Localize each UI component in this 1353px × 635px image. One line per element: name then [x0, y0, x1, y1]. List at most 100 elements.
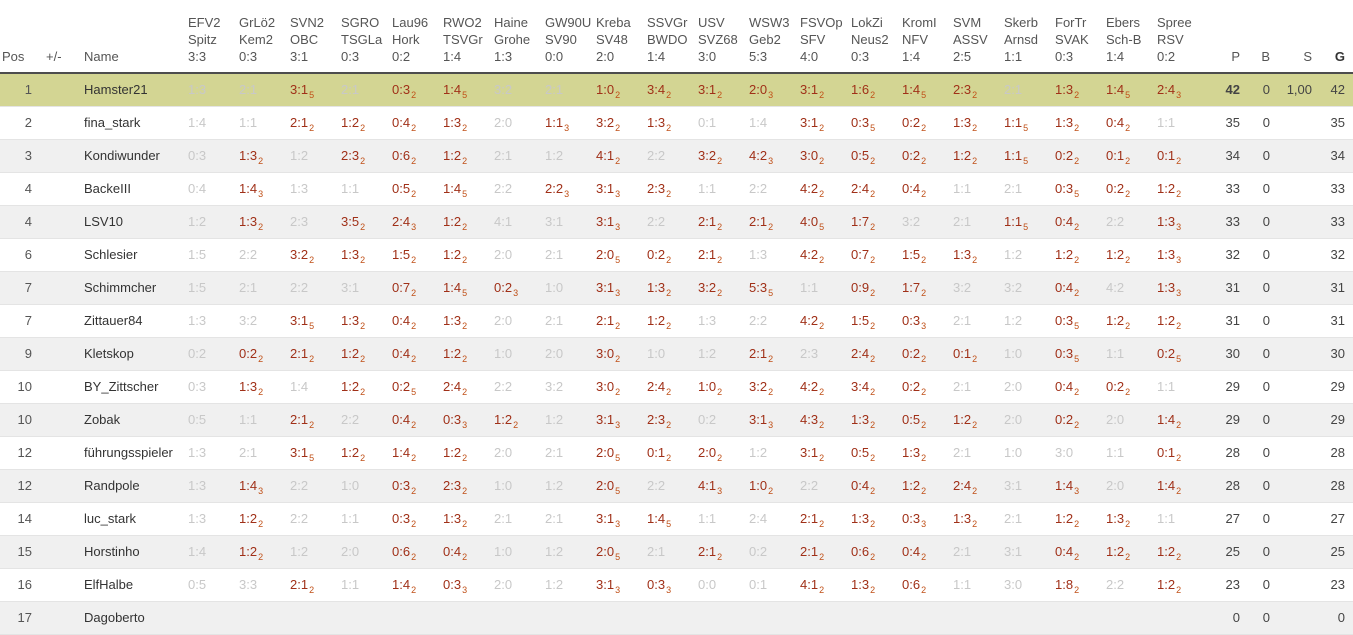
points-subscript: 2	[870, 420, 876, 430]
score-cell: 0:22	[237, 337, 288, 371]
points-subscript: 2	[411, 354, 417, 364]
player-name[interactable]: Schimmcher	[76, 271, 186, 305]
player-name[interactable]: Kondiwunder	[76, 139, 186, 173]
match-score: 2:2	[647, 478, 666, 493]
match-score: 1:4	[1055, 478, 1074, 493]
player-name[interactable]: LSV10	[76, 205, 186, 239]
score-cell: 2:43	[1155, 73, 1206, 107]
score-cell: 1:2	[288, 535, 339, 569]
points-subscript: 2	[1176, 552, 1182, 562]
player-name[interactable]: BackeIII	[76, 172, 186, 206]
match-score: 3:2	[494, 82, 513, 98]
points-subscript: 2	[819, 387, 825, 397]
table-row[interactable]: 14 luc_stark 1:3 1:22 2:2 1:1 0:32 1:32 2:1 2:1 3:…	[0, 502, 1353, 536]
player-name[interactable]: BY_Zittscher	[76, 370, 186, 404]
table-row[interactable]: 7 Zittauer84 1:3 3:2 3:15 1:32 0:42 1:32 2:0 2:1 2…	[0, 304, 1353, 338]
score-cell: 1:1	[951, 172, 1002, 206]
matchday-opponent-label: Hork	[392, 32, 420, 47]
points-subscript: 2	[462, 123, 468, 133]
table-row[interactable]: 9 Kletskop 0:2 0:22 2:12 1:22 0:42 1:22 1:0 2:0 3:…	[0, 337, 1353, 371]
points-subscript: 2	[360, 453, 366, 463]
match-score: 0:3	[188, 148, 207, 163]
column-header-matchday-Kreba: Kreba SV48 2:0	[594, 0, 645, 74]
player-name[interactable]: Zobak	[76, 403, 186, 437]
matchday-opponent-label: SFV	[800, 32, 826, 47]
score-cell: 3:2	[951, 271, 1002, 305]
match-score: 1:3	[188, 313, 207, 328]
player-name[interactable]: führungsspieler	[76, 436, 186, 470]
matchday-club-label: Kreba	[596, 15, 631, 30]
score-cell: 1:42	[390, 436, 441, 470]
table-row[interactable]: 10 BY_Zittscher 0:3 1:32 1:4 1:22 0:25 2:42 2:2 3…	[0, 370, 1353, 404]
score-cell: 2:32	[339, 139, 390, 173]
match-score: 1:4	[443, 181, 462, 196]
match-score: 2:0	[1106, 478, 1125, 493]
points-subscript: 2	[411, 519, 417, 529]
match-score: 1:2	[1004, 247, 1023, 262]
s-value	[1278, 436, 1320, 470]
change-cell	[44, 535, 76, 569]
score-cell: 3:2	[237, 304, 288, 338]
score-cell: 1:1	[1104, 337, 1155, 371]
player-name[interactable]: ElfHalbe	[76, 568, 186, 602]
match-score: 2:2	[494, 181, 513, 196]
table-row[interactable]: 3 Kondiwunder 0:3 1:32 1:2 2:32 0:62 1:22 2:1 1:2…	[0, 139, 1353, 173]
table-row[interactable]: 12 führungsspieler 1:3 2:1 3:15 1:22 1:42 1:22 2…	[0, 436, 1353, 470]
match-score: 1:1	[698, 511, 717, 526]
table-row[interactable]: 4 BackeIII 0:4 1:43 1:3 1:1 0:52 1:45 2:2 2:23 3:1…	[0, 172, 1353, 206]
match-score: 3:1	[290, 82, 309, 98]
points-subscript: 5	[921, 90, 927, 101]
player-name[interactable]: Zittauer84	[76, 304, 186, 338]
match-score: 1:3	[239, 379, 258, 394]
table-row[interactable]: 10 Zobak 0:5 1:1 2:12 2:2 0:42 0:33 1:22 1:2 3:13 2…	[0, 403, 1353, 437]
table-row[interactable]: 15 Horstinho 1:4 1:22 1:2 2:0 0:62 0:42 1:0 1:2 2:…	[0, 535, 1353, 569]
points-subscript: 2	[972, 255, 978, 265]
score-cell: 3:13	[594, 271, 645, 305]
table-row[interactable]: 16 ElfHalbe 0:5 3:3 2:12 1:1 1:42 0:33 2:0 1:2 3:1…	[0, 568, 1353, 602]
match-score: 1:3	[698, 313, 717, 328]
score-cell: 2:32	[951, 73, 1002, 107]
change-cell	[44, 601, 76, 635]
match-score: 4:2	[800, 181, 819, 196]
score-cell: 1:1	[339, 172, 390, 206]
match-score: 2:1	[290, 412, 309, 427]
matchday-club-label: SVN2	[290, 15, 324, 30]
score-cell: 0:42	[900, 172, 951, 206]
match-score: 1:2	[1157, 181, 1176, 196]
match-score: 1:3	[647, 115, 666, 130]
score-cell: 3:12	[798, 73, 849, 107]
table-row[interactable]: 6 Schlesier 1:5 2:2 3:22 1:32 1:52 1:22 2:0 2:1 2:…	[0, 238, 1353, 272]
score-cell: 2:2	[288, 502, 339, 536]
match-score: 1:3	[851, 511, 870, 526]
table-row[interactable]: 1 Hamster21 1:3 2:1 3:15 2:1 0:32 1:45 3:2 2:1 1:0…	[0, 73, 1353, 107]
score-cell: 1:1	[1155, 502, 1206, 536]
player-name[interactable]: fina_stark	[76, 106, 186, 140]
player-name[interactable]: Randpole	[76, 469, 186, 503]
score-cell: 1:2	[543, 139, 594, 173]
table-row[interactable]: 4 LSV10 1:2 1:32 2:3 3:52 2:43 1:22 4:1 3:1 3:13 2:…	[0, 205, 1353, 239]
player-name[interactable]: luc_stark	[76, 502, 186, 536]
player-name[interactable]: Hamster21	[76, 73, 186, 107]
match-score: 1:2	[749, 445, 768, 460]
position-cell: 4	[0, 205, 44, 239]
table-row[interactable]: 17 Dagoberto 0 0 0	[0, 601, 1353, 635]
player-name[interactable]: Schlesier	[76, 238, 186, 272]
score-cell: 1:52	[390, 238, 441, 272]
score-cell: 1:1	[696, 172, 747, 206]
player-name[interactable]: Horstinho	[76, 535, 186, 569]
table-row[interactable]: 2 fina_stark 1:4 1:1 2:12 1:22 0:42 1:32 2:0 1:13…	[0, 106, 1353, 140]
score-cell: 0:52	[849, 436, 900, 470]
position-cell: 12	[0, 436, 44, 470]
match-score: 2:0	[494, 577, 513, 592]
match-score: 2:1	[953, 544, 972, 559]
points-subscript: 2	[258, 387, 264, 397]
table-row[interactable]: 12 Randpole 1:3 1:43 2:2 1:0 0:32 2:32 1:0 1:2 2:0…	[0, 469, 1353, 503]
matchday-score-label: 1:1	[1004, 49, 1023, 64]
match-score: 1:1	[239, 412, 258, 427]
player-name[interactable]: Dagoberto	[76, 601, 186, 635]
points-subscript: 2	[1125, 552, 1131, 562]
table-row[interactable]: 7 Schimmcher 1:5 2:1 2:2 3:1 0:72 1:45 0:23 1:0 3:…	[0, 271, 1353, 305]
player-name[interactable]: Kletskop	[76, 337, 186, 371]
points-subscript: 2	[921, 189, 927, 199]
points-subscript: 2	[360, 387, 366, 397]
